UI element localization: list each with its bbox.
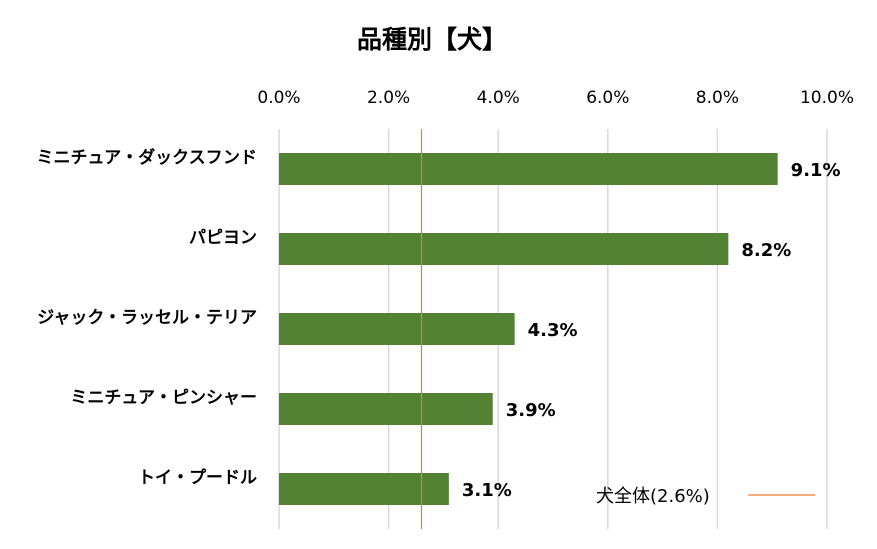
category-label: パピヨン [189,228,257,248]
bar [279,153,778,185]
legend: 犬全体(2.6%) [596,486,815,507]
x-tick-label: 10.0% [800,88,854,108]
category-label: トイ・プードル [138,467,257,488]
bar [279,393,493,425]
bar [279,233,729,265]
data-label: 8.2% [741,240,791,261]
x-axis-ticks: 0.0% 2.0% 4.0% 6.0% 8.0% 10.0% [257,88,854,108]
category-label: ミニチュア・ダックスフンド [37,147,258,168]
category-label: ジャック・ラッセル・テリア [37,308,257,328]
x-tick-label: 6.0% [586,88,629,108]
chart-title: 品種別【犬】 [357,25,507,54]
data-label: 3.1% [462,480,512,501]
legend-label: 犬全体(2.6%) [596,486,710,507]
x-tick-label: 4.0% [477,88,520,108]
bars [279,153,778,505]
category-label: ミニチュア・ピンシャー [70,388,257,408]
data-label: 3.9% [506,400,556,421]
x-tick-label: 2.0% [367,88,410,108]
category-labels: ミニチュア・ダックスフンドパピヨンジャック・ラッセル・テリアミニチュア・ピンシャ… [37,147,258,488]
data-label: 9.1% [791,160,841,181]
bar [279,313,515,345]
data-labels: 9.1% 8.2% 4.3% 3.9% 3.1% [462,160,841,501]
x-tick-label: 0.0% [257,88,300,108]
bar [279,473,449,505]
data-label: 4.3% [528,320,578,341]
x-tick-label: 8.0% [696,88,739,108]
